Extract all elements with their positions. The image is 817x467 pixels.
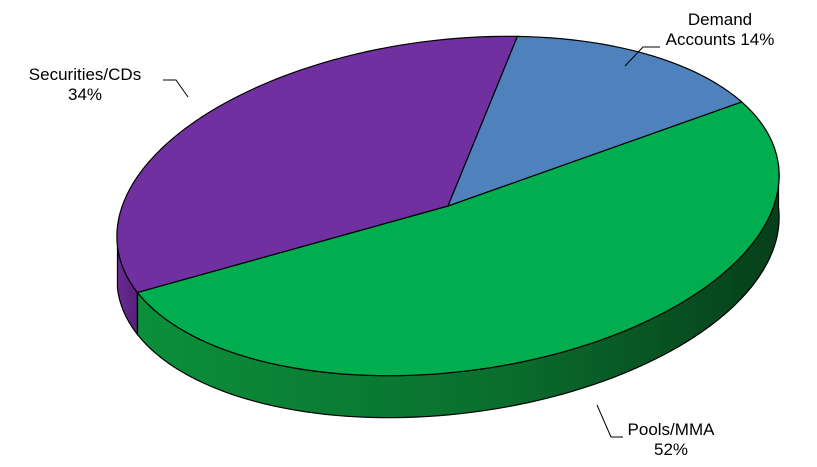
label-demand-line2: Accounts 14% <box>665 30 775 49</box>
slice-pools <box>136 101 780 377</box>
label-securities-line1: Securities/CDs <box>28 65 142 84</box>
slice-securities <box>116 35 518 294</box>
leader-securities <box>163 79 189 98</box>
slice-demand <box>447 35 743 207</box>
label-pools-mma: Pools/MMA 52% <box>621 420 721 460</box>
leader-pools <box>596 404 623 438</box>
label-pools-line1: Pools/MMA <box>627 420 715 439</box>
leader-lines <box>163 46 660 438</box>
label-pools-line2: 52% <box>653 440 689 459</box>
label-securities-cds: Securities/CDs 34% <box>0 65 170 105</box>
label-demand-line1: Demand <box>687 10 753 29</box>
leader-demand <box>624 46 660 67</box>
pie-top-layer <box>116 35 780 377</box>
label-securities-line2: 34% <box>67 85 103 104</box>
label-demand-accounts: Demand Accounts 14% <box>640 10 800 50</box>
